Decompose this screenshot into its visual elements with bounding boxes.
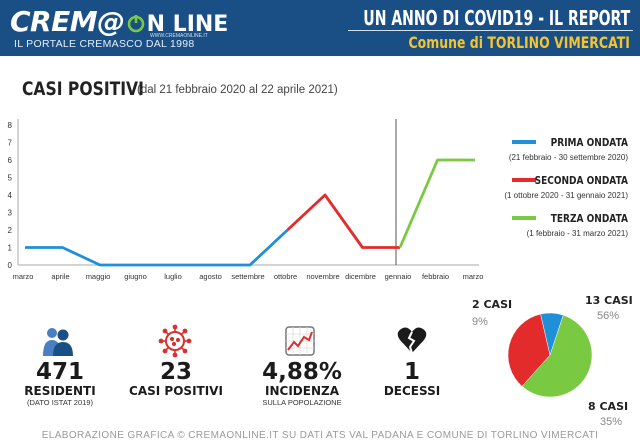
y-axis: 0 1 2 3 4 5 6 7 8 [8, 119, 19, 270]
x-tick-label: ottobre [274, 272, 297, 281]
legend-name-1: PRIMA ONDATA [551, 137, 629, 149]
chart-title-main: CASI POSITIVI [22, 78, 144, 100]
virus-icon [158, 324, 192, 358]
legend-name-2: SECONDA ONDATA [535, 175, 629, 187]
report-title: UN ANNO DI COVID19 - IL REPORT [363, 6, 630, 30]
x-tick-label: marzo [463, 272, 484, 281]
site-logo[interactable]: CREM@ N LINE [10, 5, 228, 38]
footer-credits: ELABORAZIONE GRAFICA © CREMAONLINE.IT SU… [41, 430, 599, 441]
stat-incidence-label: INCIDENZA [265, 384, 339, 398]
stat-deaths-label: DECESSI [383, 384, 441, 398]
x-tick-label: luglio [164, 272, 182, 281]
report-subtitle: Comune di TORLINO VIMERCATI [408, 33, 630, 52]
x-tick-label: dicembre [345, 272, 376, 281]
stat-residents: 471 RESIDENTI (DATO ISTAT 2019) [22, 360, 98, 408]
legend-period-1: (21 febbraio - 30 settembre 2020) [509, 153, 629, 162]
stat-residents-note: (DATO ISTAT 2019) [27, 398, 93, 407]
legend-period-3: (1 febbraio - 31 marzo 2021) [527, 229, 629, 238]
trend-chart-icon [285, 326, 315, 356]
logo-power-icon [127, 15, 144, 33]
x-axis: marzo aprile maggio giugno luglio agosto sette… [13, 264, 484, 281]
stat-incidence-value: 4,88% [262, 359, 342, 385]
stat-cases: 23 CASI POSITIVI [128, 360, 224, 398]
pie-slice-2 [507, 313, 551, 387]
chart-title: CASI POSITIVI (dal 21 febbraio 2020 al 2… [22, 78, 338, 100]
pie-pct-wave1: 9% [472, 316, 488, 328]
people-icon [43, 328, 73, 356]
stat-residents-value: 471 [35, 359, 84, 385]
x-tick-label: agosto [199, 272, 222, 281]
y-tick-label: 2 [8, 226, 13, 235]
pie-label-wave1: 2 CASI [472, 298, 513, 311]
y-tick-label: 7 [8, 139, 13, 148]
series-line-3 [398, 158, 475, 249]
y-tick-label: 1 [8, 244, 13, 253]
legend-period-2: (1 ottobre 2020 - 31 gennaio 2021) [504, 191, 628, 200]
y-tick-label: 8 [8, 121, 13, 130]
stat-cases-label: CASI POSITIVI [129, 384, 223, 398]
x-tick-label: settembre [231, 272, 264, 281]
stat-cases-value: 23 [159, 359, 192, 385]
stat-deaths: 1 DECESSI [368, 360, 456, 398]
waves-pie-chart [507, 312, 593, 398]
y-tick-label: 6 [8, 156, 13, 165]
stat-deaths-value: 1 [403, 359, 420, 385]
series-line-1 [25, 228, 289, 267]
stat-incidence-note: SULLA POPOLAZIONE [262, 398, 342, 407]
x-tick-label: giugno [124, 272, 147, 281]
x-tick-label: aprile [51, 272, 69, 281]
header-divider [348, 30, 633, 31]
pie-slice-1 [521, 314, 593, 398]
stat-incidence: 4,88% INCIDENZA SULLA POPOLAZIONE [256, 360, 348, 408]
pie-slice-3 [540, 312, 564, 356]
stat-residents-label: RESIDENTI [24, 384, 96, 398]
x-tick-label: gennaio [385, 272, 412, 281]
x-tick-label: novembre [306, 272, 339, 281]
pie-pct-wave3: 56% [597, 310, 620, 322]
y-tick-label: 3 [8, 209, 13, 218]
pie-pct-wave2: 35% [600, 416, 623, 428]
logo-main-text: CREM@ [10, 5, 125, 38]
pie-label-wave2: 8 CASI [588, 400, 629, 413]
logo-online-text: N LINE [146, 12, 229, 37]
chart-lines [25, 119, 475, 267]
logo-small-url: WWW.CREMAONLINE.IT [150, 33, 208, 39]
logo-tagline: IL PORTALE CREMASCO DAL 1998 [14, 38, 195, 50]
y-tick-label: 4 [8, 191, 13, 200]
broken-heart-icon [397, 327, 427, 354]
pie-label-wave3: 13 CASI [585, 294, 633, 307]
series-line-2 [286, 193, 400, 249]
legend-name-3: TERZA ONDATA [551, 213, 628, 225]
chart-legend: PRIMA ONDATA (21 febbraio - 30 settembre … [504, 137, 628, 238]
x-tick-label: febbraio [422, 272, 449, 281]
x-tick-label: marzo [13, 272, 34, 281]
y-tick-label: 5 [8, 174, 13, 183]
x-tick-label: maggio [86, 272, 111, 281]
cases-line-chart: 0 1 2 3 4 5 6 7 8 marzo aprile maggio giugno luglio a… [8, 119, 628, 281]
header-banner: CREM@ N LINE WWW.CREMAONLINE.IT IL PORTAL… [0, 0, 640, 56]
chart-title-period: (dal 21 febbraio 2020 al 22 aprile 2021) [137, 84, 338, 96]
y-tick-label: 0 [8, 261, 13, 270]
